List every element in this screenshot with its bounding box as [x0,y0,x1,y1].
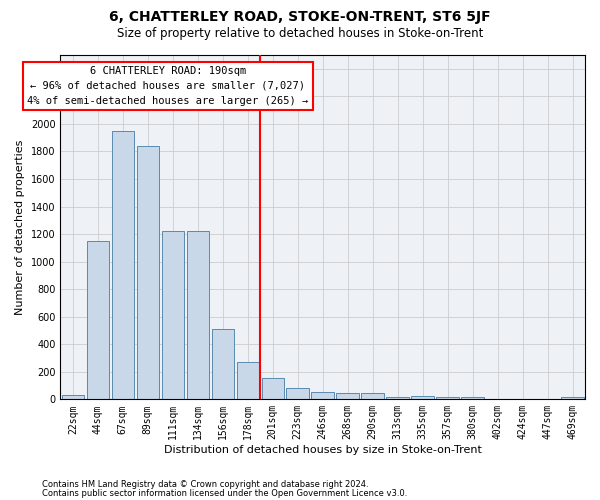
Bar [412,396,434,400]
Bar [286,388,309,400]
Bar [62,395,84,400]
Bar [511,398,534,400]
Text: Contains HM Land Registry data © Crown copyright and database right 2024.: Contains HM Land Registry data © Crown c… [42,480,368,489]
Bar [262,378,284,400]
Bar [86,241,109,400]
Text: 6, CHATTERLEY ROAD, STOKE-ON-TRENT, ST6 5JF: 6, CHATTERLEY ROAD, STOKE-ON-TRENT, ST6 … [109,10,491,24]
X-axis label: Distribution of detached houses by size in Stoke-on-Trent: Distribution of detached houses by size … [164,445,482,455]
Bar [337,393,359,400]
Bar [361,393,384,400]
Bar [487,398,509,400]
Bar [137,146,159,400]
Y-axis label: Number of detached properties: Number of detached properties [15,140,25,315]
Bar [236,362,259,400]
Text: 6 CHATTERLEY ROAD: 190sqm
← 96% of detached houses are smaller (7,027)
4% of sem: 6 CHATTERLEY ROAD: 190sqm ← 96% of detac… [27,66,308,106]
Text: Size of property relative to detached houses in Stoke-on-Trent: Size of property relative to detached ho… [117,28,483,40]
Bar [461,396,484,400]
Bar [187,232,209,400]
Bar [311,392,334,400]
Bar [561,396,584,400]
Bar [212,329,234,400]
Bar [436,398,459,400]
Bar [536,398,559,400]
Bar [161,232,184,400]
Bar [386,396,409,400]
Text: Contains public sector information licensed under the Open Government Licence v3: Contains public sector information licen… [42,488,407,498]
Bar [112,131,134,400]
